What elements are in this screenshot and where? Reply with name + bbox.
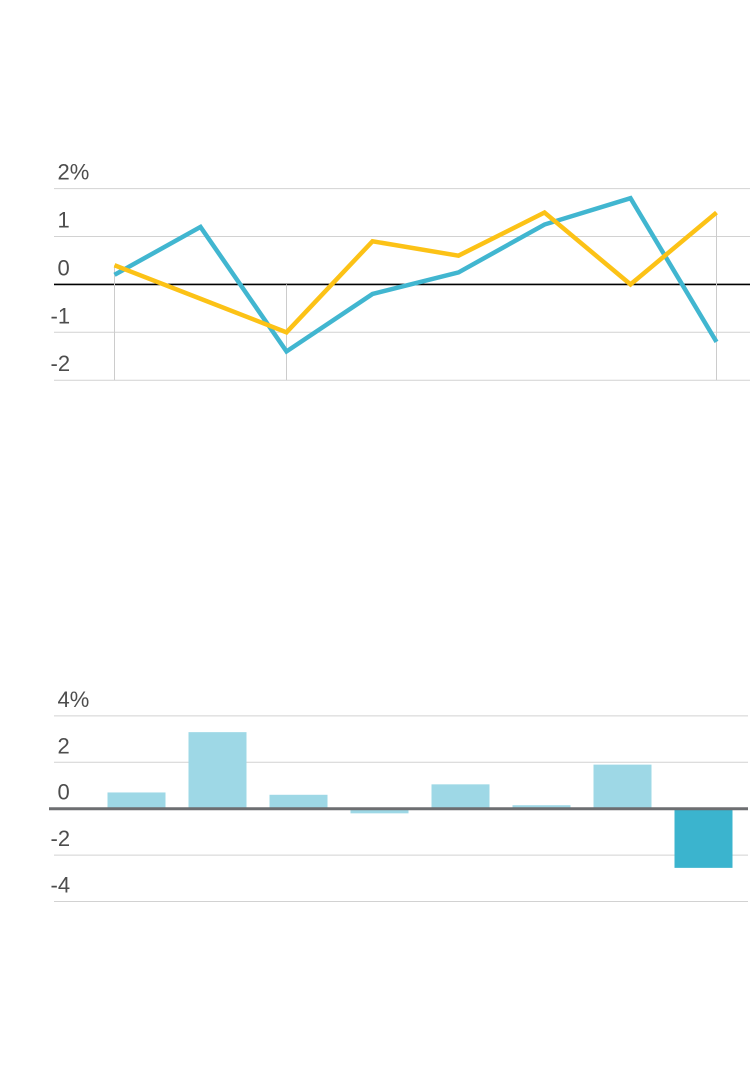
y-axis-label-0: 0 xyxy=(58,780,70,805)
y-axis-label--2: -2 xyxy=(51,826,71,851)
y-axis-label--1: -1 xyxy=(51,303,71,328)
y-axis-label-2%: 2% xyxy=(58,160,90,185)
yellow-series-line xyxy=(113,209,718,335)
line-chart: 2% 1 0 -1 -2 xyxy=(51,160,750,381)
bar-6 xyxy=(512,805,571,809)
bar-8 xyxy=(674,808,733,868)
blue-series-line xyxy=(113,195,719,355)
bar-5 xyxy=(431,784,490,809)
bar-1 xyxy=(107,792,166,809)
y-axis-label-0: 0 xyxy=(58,255,70,280)
line-chart-figure: 2% 1 0 -1 -2 xyxy=(40,146,750,391)
y-axis-label-2: 2 xyxy=(58,733,70,758)
bar-chart: 4% 2 0 -2 -4 xyxy=(49,687,748,902)
bar-4 xyxy=(350,808,409,814)
bar-chart-figure: 4% 2 0 -2 -4 xyxy=(40,676,750,921)
y-axis-label--4: -4 xyxy=(51,873,71,898)
bar-2 xyxy=(188,732,247,809)
bar-7 xyxy=(593,764,652,809)
y-axis-label-4%: 4% xyxy=(58,687,90,712)
bar-3 xyxy=(269,794,328,809)
y-axis-label--2: -2 xyxy=(51,351,71,376)
y-axis-label-1: 1 xyxy=(58,208,70,233)
